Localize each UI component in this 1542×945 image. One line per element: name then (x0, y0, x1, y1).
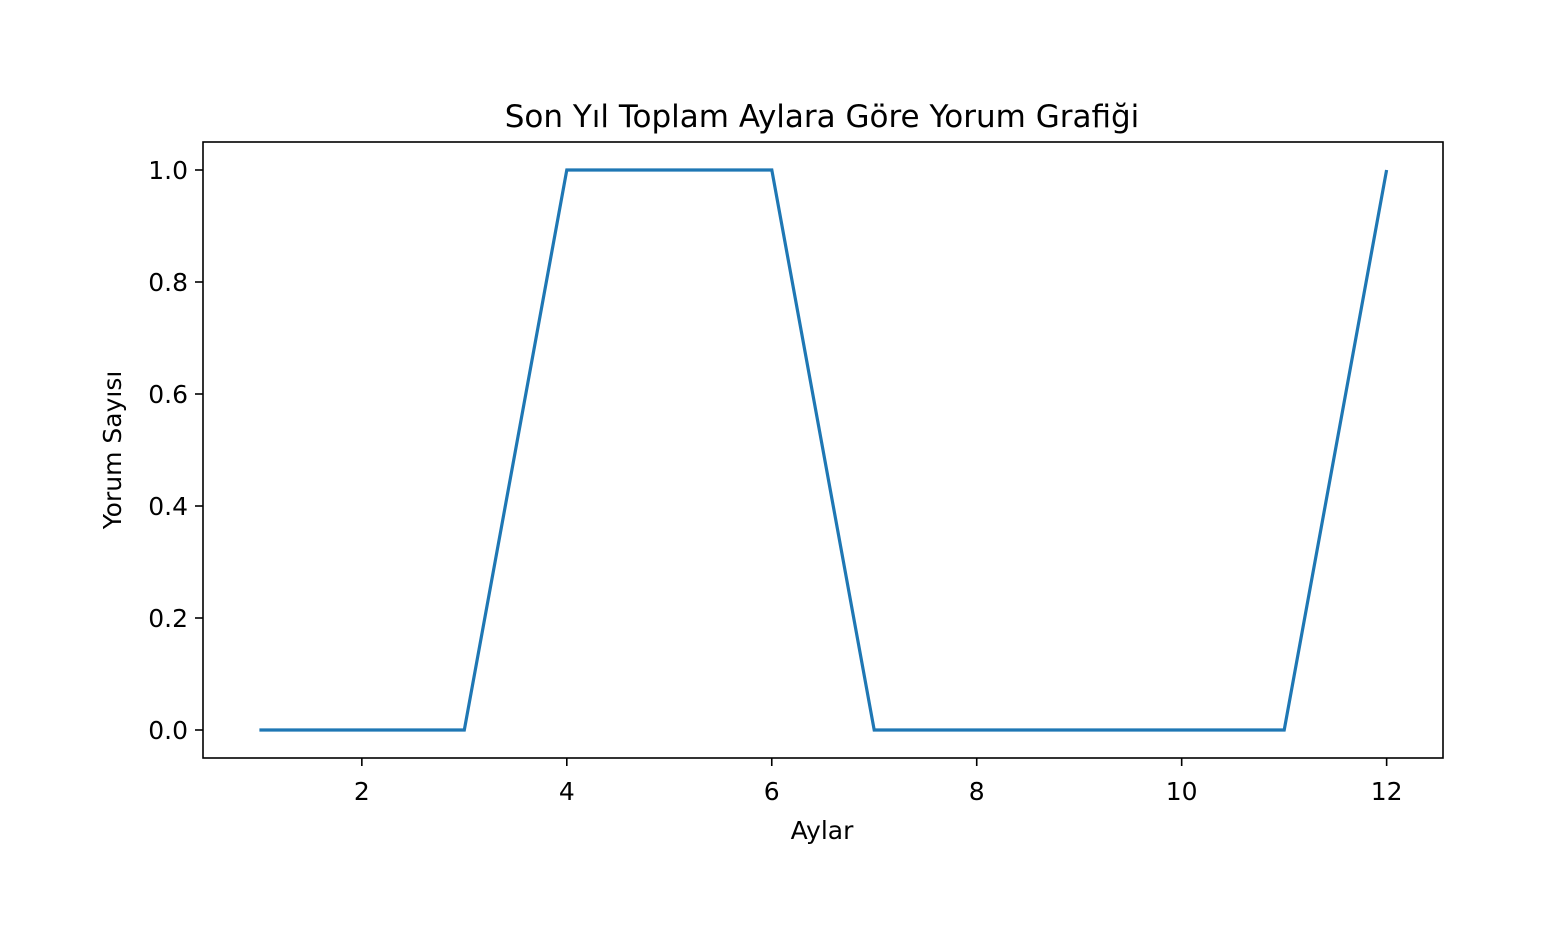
plot-area: 2 4 6 8 10 12 0.0 0.2 0.4 0.6 0.8 1.0 (148, 141, 1444, 806)
y-tick-label: 0.6 (148, 380, 188, 409)
y-axis: 0.0 0.2 0.4 0.6 0.8 1.0 (148, 156, 203, 745)
y-tick-label: 1.0 (148, 156, 188, 185)
x-tick-label: 6 (764, 777, 780, 806)
series-line (259, 168, 1389, 732)
x-tick-label: 12 (1371, 777, 1403, 806)
x-axis-label: Aylar (791, 816, 854, 845)
x-tick-label: 4 (559, 777, 575, 806)
x-axis: 2 4 6 8 10 12 (354, 758, 1403, 806)
y-tick-label: 0.0 (148, 716, 188, 745)
series-layer (259, 168, 1389, 732)
y-tick-label: 0.8 (148, 268, 188, 297)
y-tick-label: 0.4 (148, 492, 188, 521)
chart-title: Son Yıl Toplam Aylara Göre Yorum Grafiği (505, 99, 1140, 135)
x-tick-label: 10 (1166, 777, 1198, 806)
y-tick-label: 0.2 (148, 604, 188, 633)
x-tick-label: 2 (354, 777, 370, 806)
x-tick-label: 8 (969, 777, 985, 806)
y-axis-label: Yorum Sayısı (98, 371, 127, 531)
